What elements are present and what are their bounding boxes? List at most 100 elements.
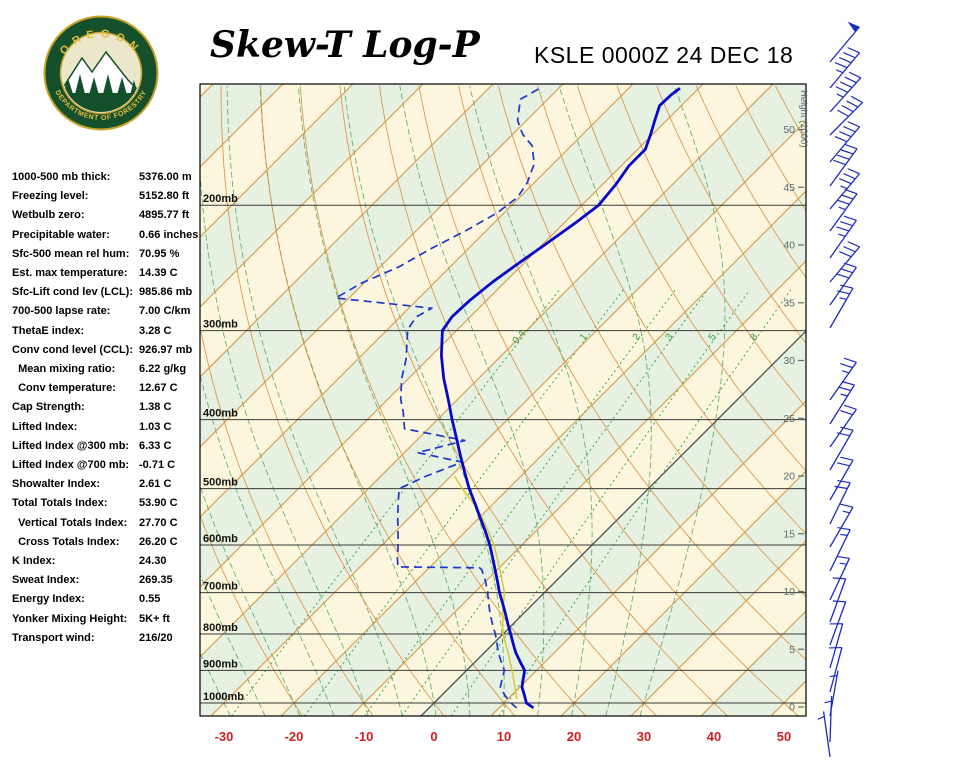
index-label: Vertical Totals Index: xyxy=(12,516,128,529)
index-value: 0.55 xyxy=(139,593,161,606)
pressure-label: 800mb xyxy=(203,622,238,634)
index-row: Est. max temperature: 14.39 C xyxy=(12,264,212,283)
index-label: Showalter Index: xyxy=(12,478,101,491)
odf-logo-seal: OREGON DEPARTMENT OF FORESTRY xyxy=(43,15,159,131)
temperature-axis: -30 -20 -10 0 10 20 30 40 50 xyxy=(215,729,792,744)
index-row: Precipitable water: 0.66 inches xyxy=(12,226,212,245)
index-row: Mean mixing ratio: 6.22 g/kg xyxy=(12,360,212,379)
sounding-indices-panel: 1000-500 mb thick: 5376.00 m Freezing leve… xyxy=(12,168,212,648)
svg-text:-30: -30 xyxy=(215,729,234,744)
index-row: K Index: 24.30 xyxy=(12,552,212,571)
index-value: 3.28 C xyxy=(139,324,172,337)
pressure-label: 600mb xyxy=(203,533,238,545)
index-value: 4895.77 ft xyxy=(139,209,190,222)
index-label: Lifted Index: xyxy=(12,420,78,433)
index-label: Precipitable water: xyxy=(12,228,110,241)
index-row: Energy Index: 0.55 xyxy=(12,590,212,609)
index-row: Cross Totals Index: 26.20 C xyxy=(12,533,212,552)
svg-text:-20: -20 xyxy=(285,729,304,744)
index-value: 27.70 C xyxy=(139,516,178,529)
index-value: 7.00 C/km xyxy=(139,305,191,318)
index-row: Sfc-500 mean rel hum: 70.95 % xyxy=(12,245,212,264)
index-label: Sweat Index: xyxy=(12,574,80,587)
index-row: Cap Strength: 1.38 C xyxy=(12,398,212,417)
svg-text:35: 35 xyxy=(783,297,795,309)
index-label: Energy Index: xyxy=(12,593,85,606)
index-value: 5K+ ft xyxy=(139,612,170,625)
index-row: Sweat Index: 269.35 xyxy=(12,571,212,590)
svg-text:0: 0 xyxy=(430,729,437,744)
svg-text:10: 10 xyxy=(497,729,511,744)
svg-text:50: 50 xyxy=(777,729,791,744)
svg-text:45: 45 xyxy=(783,182,795,194)
plot-frame xyxy=(199,83,807,717)
svg-text:15: 15 xyxy=(783,528,795,540)
mixing-ratio-lines xyxy=(231,289,792,716)
index-label: Conv cond level (CCL): xyxy=(12,343,134,356)
index-row: ThetaE index: 3.28 C xyxy=(12,322,212,341)
height-axis-label: Height (1000) xyxy=(798,90,809,148)
index-label: Lifted Index @700 mb: xyxy=(12,459,130,472)
mixing-ratio-labels: 0.4 1 2 3 5 8 xyxy=(511,328,761,346)
svg-text:20: 20 xyxy=(783,471,795,483)
pressure-label: 300mb xyxy=(203,319,238,331)
index-row: Lifted Index @700 mb: -0.71 C xyxy=(12,456,212,475)
index-label: Lifted Index @300 mb: xyxy=(12,439,130,452)
index-value: 53.90 C xyxy=(139,497,178,510)
index-row: Wetbulb zero: 4895.77 ft xyxy=(12,206,212,225)
index-row: Conv cond level (CCL): 926.97 mb xyxy=(12,341,212,360)
index-label: Sfc-Lift cond lev (LCL): xyxy=(12,286,133,299)
index-value: 216/20 xyxy=(139,631,173,644)
index-value: 70.95 % xyxy=(139,247,180,260)
index-label: Transport wind: xyxy=(12,631,95,644)
svg-text:5: 5 xyxy=(707,331,719,342)
index-label: Total Totals Index: xyxy=(12,497,108,510)
temperature-profile xyxy=(439,87,681,710)
index-label: Sfc-500 mean rel hum: xyxy=(12,247,130,260)
pressure-label: 700mb xyxy=(203,581,238,593)
index-label: Wetbulb zero: xyxy=(12,209,85,222)
svg-text:25: 25 xyxy=(783,413,795,425)
index-value: 1.03 C xyxy=(139,420,172,433)
svg-text:0: 0 xyxy=(789,702,795,714)
index-row: Freezing level: 5152.80 ft xyxy=(12,187,212,206)
index-value: 14.39 C xyxy=(139,267,178,280)
index-value: 926.97 mb xyxy=(139,343,193,356)
index-value: 2.61 C xyxy=(139,478,172,491)
index-label: Yonker Mixing Height: xyxy=(12,612,128,625)
index-value: 6.33 C xyxy=(139,439,172,452)
svg-text:8: 8 xyxy=(748,331,760,342)
index-label: 1000-500 mb thick: xyxy=(12,171,111,183)
index-label: ThetaE index: xyxy=(12,324,85,337)
index-row: Lifted Index: 1.03 C xyxy=(12,418,212,437)
page-title: Skew-T Log-P xyxy=(210,24,480,66)
index-row: Transport wind: 216/20 xyxy=(12,629,212,648)
svg-text:40: 40 xyxy=(707,729,721,744)
index-label: Cross Totals Index: xyxy=(12,535,120,548)
dewpoint-profile xyxy=(334,87,541,709)
index-label: 700-500 lapse rate: xyxy=(12,305,111,318)
svg-text:10: 10 xyxy=(783,586,795,598)
index-row: Sfc-Lift cond lev (LCL): 985.86 mb xyxy=(12,283,212,302)
index-value: -0.71 C xyxy=(139,459,176,472)
svg-text:-10: -10 xyxy=(355,729,374,744)
isotherms xyxy=(200,84,806,716)
pressure-label: 500mb xyxy=(203,477,238,489)
index-label: Freezing level: xyxy=(12,190,89,203)
index-label: Cap Strength: xyxy=(12,401,85,414)
index-label: Conv temperature: xyxy=(12,382,116,395)
index-label: Mean mixing ratio: xyxy=(12,363,116,376)
index-row: 700-500 lapse rate: 7.00 C/km xyxy=(12,302,212,321)
index-label: Est. max temperature: xyxy=(12,267,128,280)
index-value: 5152.80 ft xyxy=(139,190,190,203)
pressure-label: 1000mb xyxy=(203,691,244,703)
index-value: 269.35 xyxy=(139,574,173,587)
index-row: Showalter Index: 2.61 C xyxy=(12,475,212,494)
wind-barbs xyxy=(817,21,863,758)
svg-text:40: 40 xyxy=(783,240,795,252)
svg-text:2: 2 xyxy=(631,331,643,342)
index-value: 12.67 C xyxy=(139,382,178,395)
svg-text:1: 1 xyxy=(578,331,590,342)
